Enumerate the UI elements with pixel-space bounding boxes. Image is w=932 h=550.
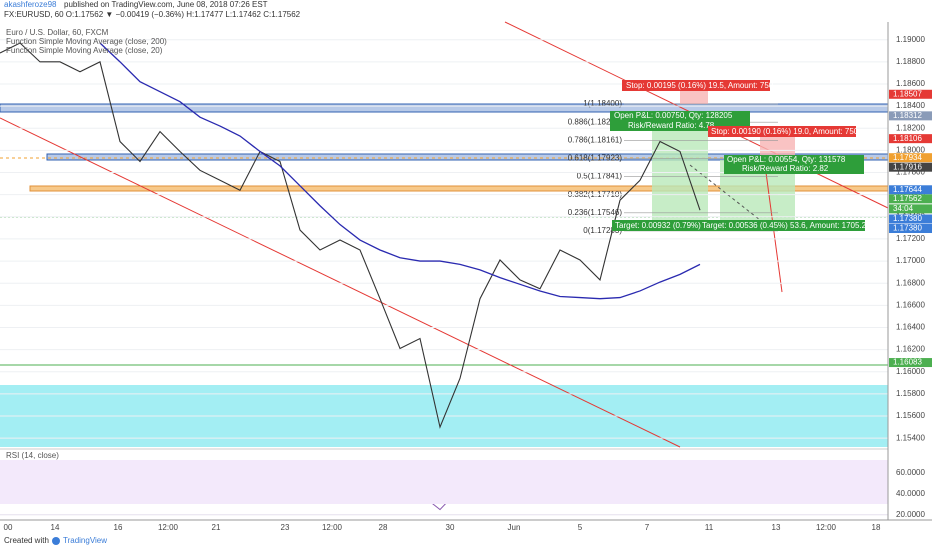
price-tag-label: 1.17380 (893, 224, 922, 233)
price-tag-label: 1.18106 (893, 134, 922, 143)
price-tag (889, 162, 932, 172)
target-area (652, 118, 708, 223)
rsi-title: RSI (14, close) (6, 451, 59, 460)
fib-label: 0.236(1.17546) (568, 208, 623, 217)
y-tick-label: 20.0000 (896, 510, 925, 519)
y-tick-label: 1.18400 (896, 101, 925, 110)
price-tag-label: 1.17934 (893, 153, 922, 162)
label-box (724, 155, 864, 174)
price-tag (889, 358, 932, 368)
x-tick-label: 00 (4, 523, 13, 532)
fib-label: 0.786(1.18161) (568, 135, 623, 144)
logo (52, 537, 60, 545)
price-tag (889, 214, 932, 224)
price-tag-label: 1.17644 (893, 185, 922, 194)
x-tick-label: 7 (645, 523, 650, 532)
price-tag (889, 134, 932, 144)
y-tick-label: 1.18200 (896, 123, 925, 132)
y-tick-label: 1.15800 (896, 389, 925, 398)
label-box (622, 80, 770, 91)
rsi-band (0, 460, 888, 504)
footer-brand: TradingView (63, 536, 107, 545)
fib-label: 1(1.18400) (583, 99, 622, 108)
price-tag-label: 1.18312 (893, 111, 922, 120)
price-line (0, 42, 701, 429)
rr-label: Risk/Reward Ratio: 4.78 (628, 121, 715, 130)
price-tag (889, 89, 932, 99)
y-tick-label: 1.17200 (896, 234, 925, 243)
fib-label: 0.886(1.18273) (568, 117, 623, 126)
x-tick-label: 28 (379, 523, 388, 532)
y-tick-label: 60.0000 (896, 468, 925, 477)
price-tag-label: 1.17916 (893, 162, 922, 171)
price-tag (889, 185, 932, 195)
x-tick-label: 30 (446, 523, 455, 532)
x-tick-label: 16 (114, 523, 123, 532)
price-tag-label: 1.18507 (893, 89, 922, 98)
author: akashferoze98 (4, 0, 57, 9)
y-tick-label: 1.18000 (896, 145, 925, 154)
x-tick-label: 12:00 (322, 523, 343, 532)
price-tag-label: 34:04 (893, 204, 914, 213)
x-tick-label: 21 (212, 523, 221, 532)
price-tag (889, 204, 932, 214)
fib-label: 0.5(1.17841) (577, 172, 623, 181)
resistance-zone (0, 103, 889, 113)
y-tick-label: 40.0000 (896, 489, 925, 498)
y-tick-label: 1.19000 (896, 35, 925, 44)
projection-line (689, 164, 761, 221)
x-tick-label: 12:00 (816, 523, 837, 532)
stop-label: Stop: 0.00190 (0.16%) 19.0, Amount: 750 (711, 127, 859, 136)
rr-label: Risk/Reward Ratio: 2.82 (742, 164, 829, 173)
x-tick-label: 13 (772, 523, 781, 532)
x-tick-label: 18 (872, 523, 881, 532)
target-label: Target: 0.00932 (0.79%) (615, 221, 701, 230)
y-tick-label: 1.15600 (896, 411, 925, 420)
price-line (99, 42, 701, 300)
x-tick-label: 14 (51, 523, 60, 532)
fib-label: 0.618(1.17923) (568, 154, 623, 163)
y-tick-label: 1.16000 (896, 367, 925, 376)
x-tick-label: 5 (578, 523, 583, 532)
y-tick-label: 1.17800 (896, 168, 925, 177)
legend-item: Euro / U.S. Dollar, 60, FXCM (6, 28, 109, 37)
price-tag (889, 111, 932, 121)
legend-item: Function Simple Moving Average (close, 2… (6, 46, 163, 55)
y-tick-label: 1.16600 (896, 300, 925, 309)
price-tag-label: 1.17380 (893, 214, 922, 223)
x-tick-label: 23 (281, 523, 290, 532)
pnl-label: Open P&L: 0.00750, Qty: 128205 (614, 111, 733, 120)
footer-text: Created with (4, 536, 49, 545)
price-tag-label: 1.16083 (893, 358, 922, 367)
quote: FX:EURUSD, 60 O:1.17562 ▼ −0.00419 (−0.3… (4, 10, 301, 19)
y-tick-label: 1.17000 (896, 256, 925, 265)
y-tick-label: 1.16200 (896, 345, 925, 354)
label-box (612, 220, 865, 231)
x-tick-label: Jun (508, 523, 521, 532)
stop-label: Stop: 0.00195 (0.16%) 19.5, Amount: 750 (626, 81, 774, 90)
legend-item: Function Simple Moving Average (close, 2… (6, 37, 167, 46)
label-box (708, 126, 856, 137)
price-tag-label: 1.17562 (893, 194, 922, 203)
price-tag (889, 194, 932, 204)
x-tick-label: 12:00 (158, 523, 179, 532)
price-tag (889, 224, 932, 234)
fib-label: 0(1.17283) (583, 226, 622, 235)
y-tick-label: 1.16400 (896, 323, 925, 332)
y-tick-label: 1.18800 (896, 57, 925, 66)
target-label: Target: 0.00536 (0.45%) 53.6, Amount: 17… (702, 221, 871, 230)
y-tick-label: 1.18600 (896, 79, 925, 88)
published: published on TradingView.com, June 08, 2… (64, 0, 268, 9)
x-tick-label: 11 (705, 523, 714, 532)
price-tag (889, 153, 932, 163)
y-tick-label: 1.16800 (896, 278, 925, 287)
y-tick-label: 1.15400 (896, 433, 925, 442)
pnl-label: Open P&L: 0.00554, Qty: 131578 (727, 155, 846, 164)
